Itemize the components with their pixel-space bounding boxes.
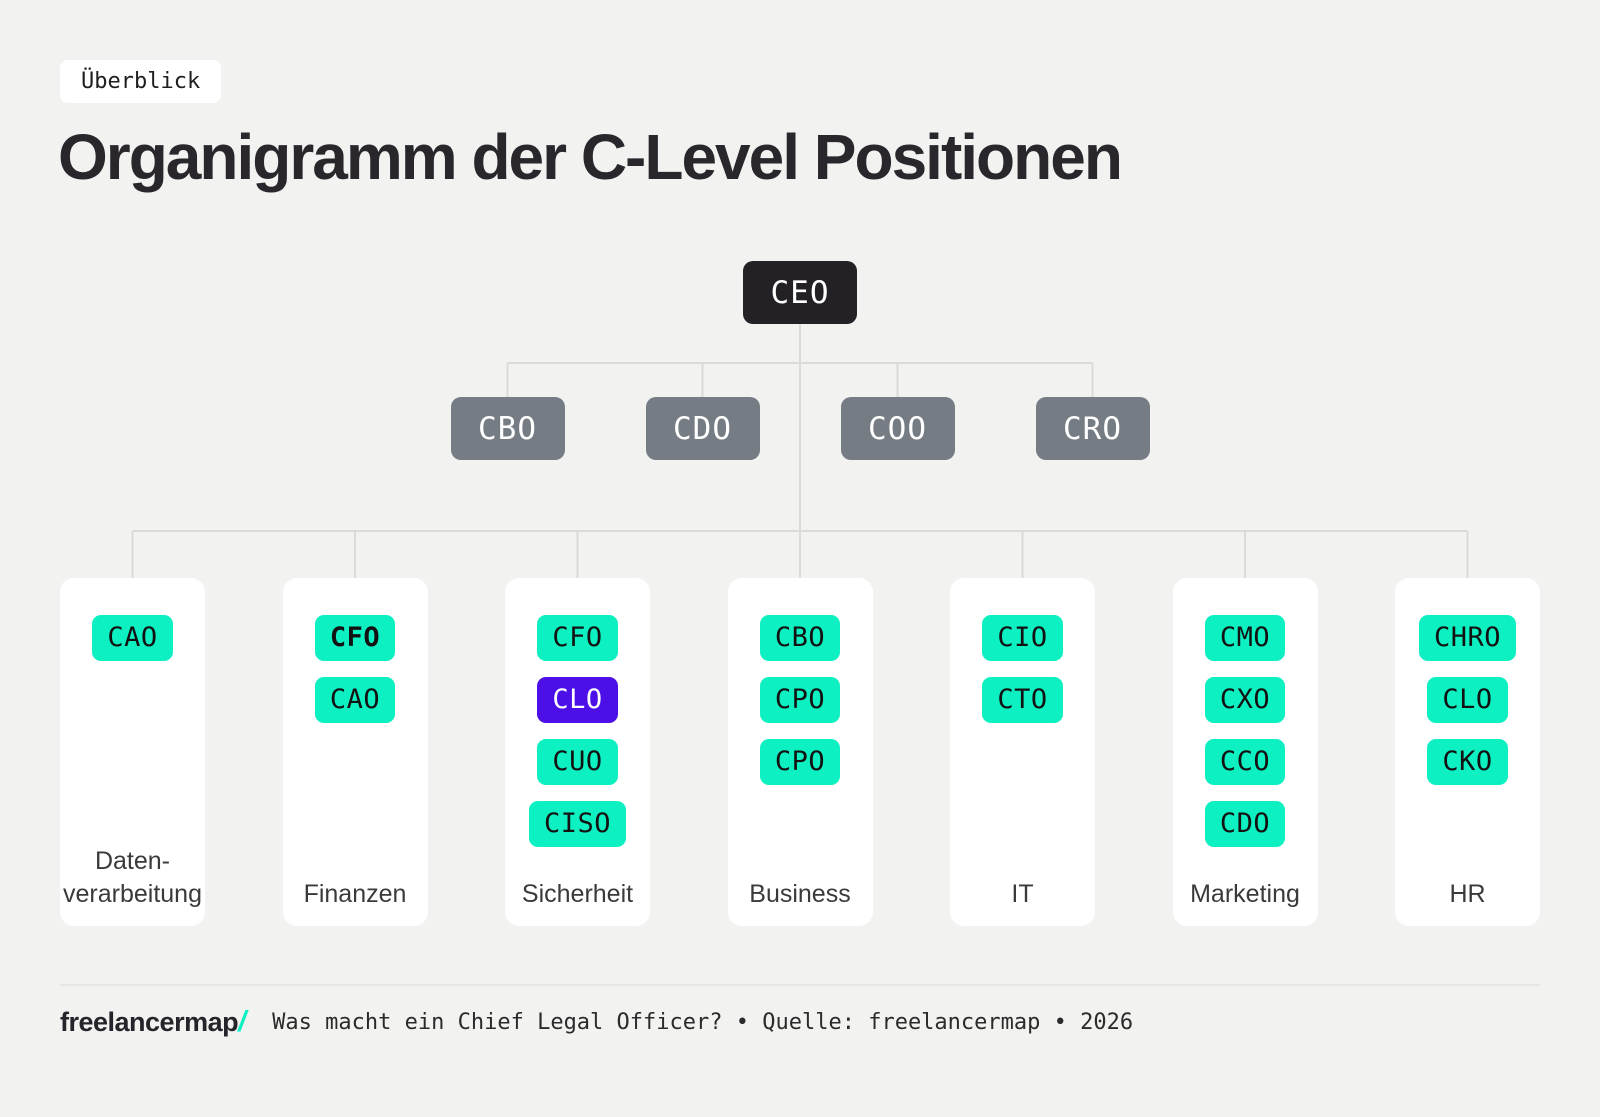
position-chip-list: CBO CPO CPO (728, 615, 873, 785)
department-card-hr: CHRO CLO CKO HR (1395, 578, 1540, 926)
position-chip-list: CHRO CLO CKO (1395, 615, 1540, 785)
department-card-sicherheit: CFO CLO CUO CISO Sicherheit (505, 578, 650, 926)
department-label: Daten- verarbeitung (63, 847, 202, 908)
position-chip-list: CAO (60, 615, 205, 661)
department-card-business: CBO CPO CPO Business (727, 578, 873, 926)
position-chip: CTO (982, 677, 1063, 723)
position-chip-highlighted: CLO (537, 677, 618, 723)
page-title: Organigramm der C-Level Positionen (58, 121, 1123, 193)
department-label: Marketing (1190, 879, 1300, 908)
position-chip: CCO (1204, 739, 1286, 785)
position-chip: CUO (537, 739, 618, 785)
department-card-datenverarbeitung: CAO Daten- verarbeitung (60, 578, 205, 926)
footer-divider (60, 984, 1540, 986)
org-node-coo: COO (840, 397, 955, 460)
org-node-cbo: CBO (450, 397, 565, 460)
position-chip-list: CFO CLO CUO CISO (505, 615, 650, 847)
department-label: Sicherheit (521, 879, 634, 908)
position-chip-list: CIO CTO (950, 615, 1095, 723)
org-node-cdo: CDO (645, 397, 760, 460)
department-label: Finanzen (303, 879, 407, 908)
position-chip: CPO (759, 739, 841, 785)
position-chip: CHRO (1418, 615, 1517, 661)
logo-wordmark: freelancermap (60, 1007, 239, 1037)
category-badge: Überblick (60, 60, 222, 103)
position-chip: CFO (537, 615, 618, 661)
position-chip: CXO (1204, 677, 1286, 723)
department-card-finanzen: CFO CAO Finanzen (282, 578, 428, 926)
department-label: IT (1011, 879, 1034, 908)
department-label: HR (1449, 879, 1486, 908)
position-chip: CMO (1204, 615, 1286, 661)
position-chip: CAO (92, 615, 173, 661)
footer: freelancermap / Was macht ein Chief Legal… (60, 1006, 1133, 1039)
position-chip: CDO (1204, 801, 1286, 847)
position-chip: CAO (314, 677, 396, 723)
position-chip-list: CFO CAO (283, 615, 428, 723)
department-card-it: CIO CTO IT (950, 578, 1095, 926)
position-chip: CFO (314, 615, 396, 661)
org-node-ceo: CEO (743, 261, 857, 324)
position-chip: CISO (528, 801, 627, 847)
position-chip: CKO (1427, 739, 1508, 785)
freelancermap-logo: freelancermap / (60, 1006, 246, 1039)
footer-caption: Was macht ein Chief Legal Officer? • Que… (272, 1010, 1134, 1035)
department-card-marketing: CMO CXO CCO CDO Marketing (1172, 578, 1318, 926)
department-cards-row: CAO Daten- verarbeitung CFO CAO Finanzen… (60, 578, 1540, 926)
position-chip: CBO (759, 615, 841, 661)
position-chip-list: CMO CXO CCO CDO (1173, 615, 1318, 847)
position-chip: CIO (982, 615, 1063, 661)
position-chip: CPO (759, 677, 841, 723)
logo-slash-icon: / (238, 1006, 247, 1038)
position-chip: CLO (1427, 677, 1508, 723)
org-node-cro: CRO (1035, 397, 1150, 460)
department-label: Business (749, 879, 851, 908)
